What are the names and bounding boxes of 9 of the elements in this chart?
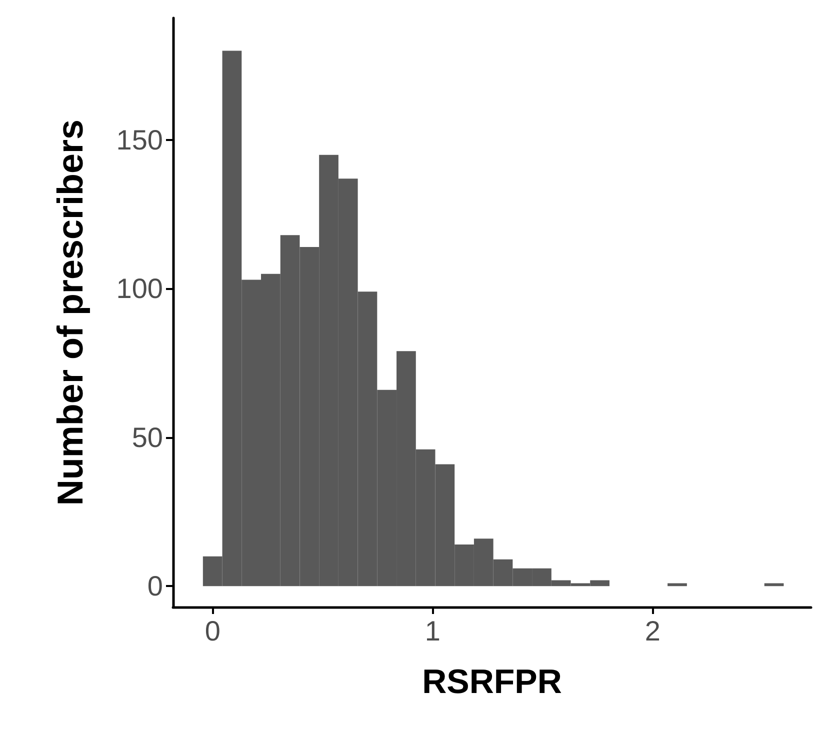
x-axis-title: RSRFPR (422, 663, 562, 701)
y-tick-label: 0 (147, 570, 163, 602)
y-tick-label: 50 (132, 422, 163, 453)
x-tick-label: 2 (644, 616, 660, 646)
y-tick-label: 150 (116, 124, 163, 156)
x-tick-label: 0 (204, 616, 220, 646)
x-tick-label: 1 (424, 616, 440, 646)
y-tick-label: 100 (116, 273, 163, 304)
y-axis-title: Number of prescribers (50, 119, 90, 506)
